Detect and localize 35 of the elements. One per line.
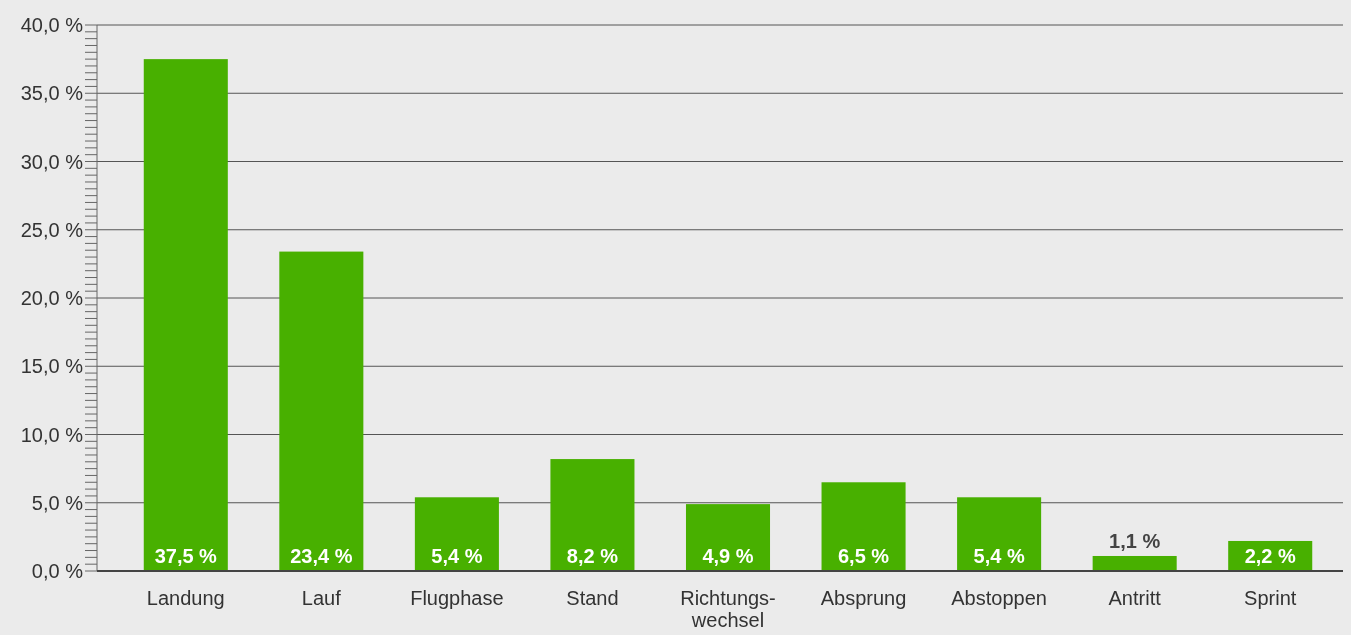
bar: [821, 482, 906, 571]
bar: [279, 251, 364, 571]
bar: [1092, 555, 1177, 571]
bar: [685, 504, 771, 571]
data-label: 23,4 %: [290, 545, 353, 567]
data-label: 37,5 %: [154, 545, 218, 567]
bar: [143, 59, 228, 571]
bar: [414, 497, 499, 571]
x-tick-label: Flugphase: [410, 587, 504, 609]
y-tick-label: 20,0 %: [20, 287, 84, 309]
y-tick-label: 40,0 %: [20, 14, 84, 36]
x-tick-label: Landung: [146, 587, 225, 609]
data-label: 5,4 %: [973, 545, 1025, 567]
y-tick-label: 15,0 %: [20, 355, 84, 378]
data-label: 8,2 %: [566, 545, 619, 567]
data-label: 6,5 %: [837, 545, 890, 567]
data-label: 4,9 %: [702, 545, 754, 567]
data-label: 5,4 %: [431, 545, 483, 567]
x-tick-label: Stand: [566, 587, 619, 609]
y-tick-label: 35,0 %: [20, 82, 84, 105]
x-tick-label: Lauf: [301, 587, 342, 609]
x-tick-label: Sprint: [1244, 587, 1297, 609]
y-tick-label: 5,0 %: [31, 491, 84, 514]
x-tick-label: Antritt: [1108, 587, 1162, 609]
x-tick-label: Abstoppen: [951, 587, 1047, 609]
bar: [957, 497, 1042, 571]
x-tick-label: Absprung: [820, 587, 907, 609]
y-tick-label: 10,0 %: [20, 423, 84, 446]
y-tick-label: 30,0 %: [20, 150, 84, 173]
data-label: 2,2 %: [1244, 545, 1296, 567]
data-label: 1,1 %: [1109, 529, 1161, 552]
bar: [550, 459, 635, 571]
y-tick-label: 0,0 %: [31, 560, 84, 582]
x-tick-label: Richtungs- wechsel: [680, 587, 776, 631]
y-tick-label: 25,0 %: [20, 218, 84, 241]
